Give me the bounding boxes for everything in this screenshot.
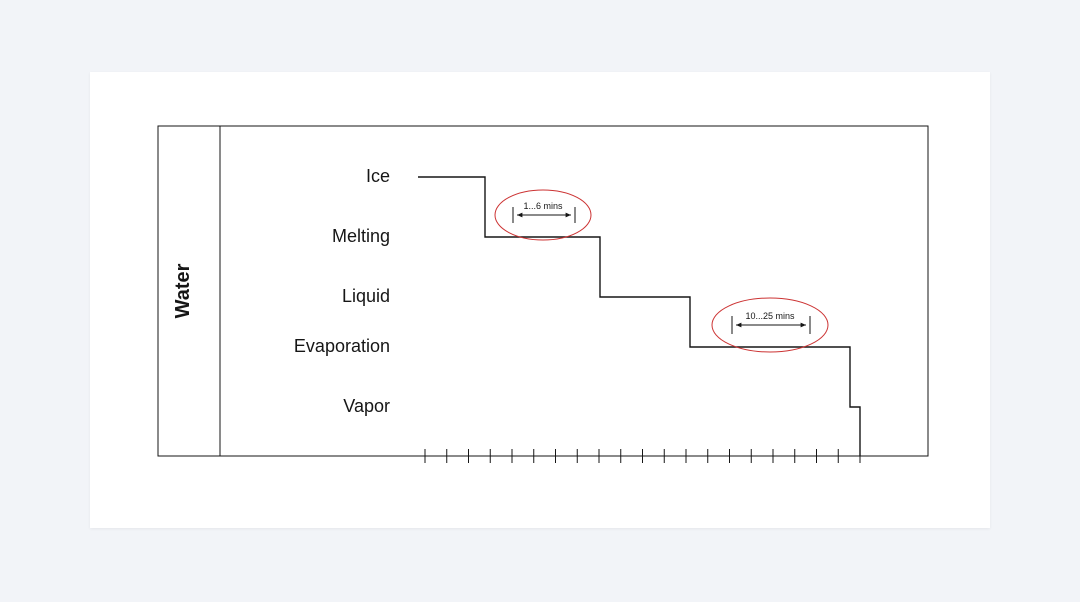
duration-label: 10...25 mins [745, 311, 795, 321]
duration-label: 1...6 mins [523, 201, 563, 211]
duration-annotation: 10...25 mins [712, 298, 828, 352]
state-label: Evaporation [294, 336, 390, 356]
duration-annotation: 1...6 mins [495, 190, 591, 240]
axis-title: Water [172, 263, 194, 318]
state-label: Melting [332, 226, 390, 246]
state-labels: Ice Melting Liquid Evaporation Vapor [294, 166, 390, 416]
state-label: Liquid [342, 286, 390, 306]
state-label: Vapor [343, 396, 390, 416]
annotations: 1...6 mins 10...25 mins [495, 190, 828, 352]
water-phase-diagram: Water Ice Melting Liquid Evaporation Vapor 1… [90, 72, 990, 528]
state-label: Ice [366, 166, 390, 186]
x-ticks [425, 449, 860, 463]
outer-frame [158, 126, 928, 456]
diagram-svg-wrap: Water Ice Melting Liquid Evaporation Vapor 1… [90, 72, 990, 528]
